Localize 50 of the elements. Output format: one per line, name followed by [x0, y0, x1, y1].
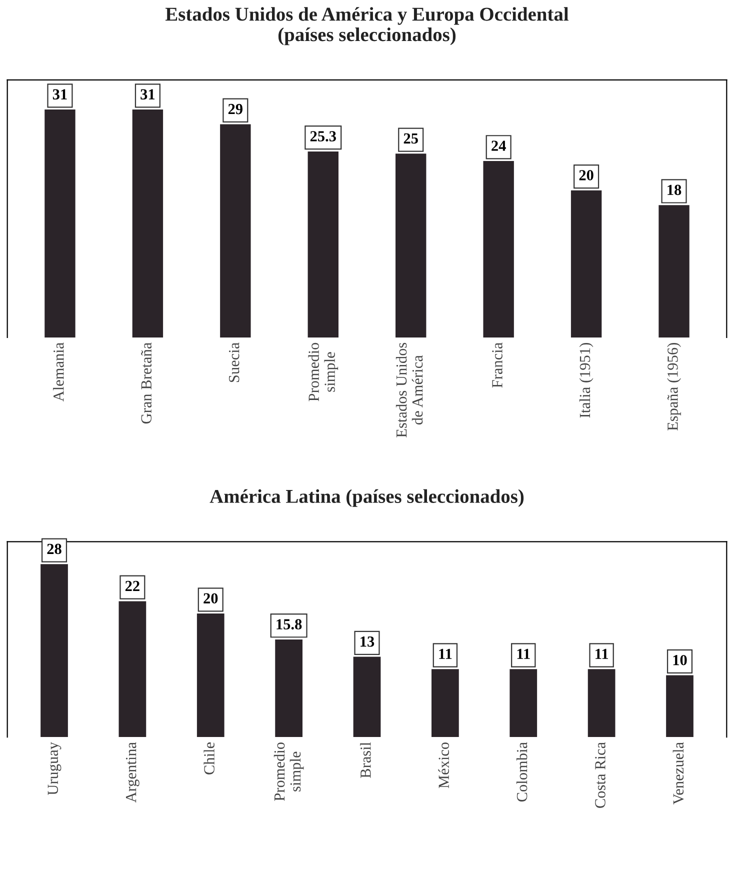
x-tick-label: Uruguay: [48, 742, 62, 796]
x-tick-label: Italia (1951): [579, 342, 594, 418]
bar: [432, 669, 459, 738]
bar: [196, 614, 224, 738]
bar: [483, 161, 514, 338]
x-tick-label: Francia: [492, 342, 502, 388]
bar: [666, 675, 694, 738]
x-tick-label: Venezuela: [672, 742, 684, 804]
data-label: 25: [404, 133, 418, 144]
bar: [220, 124, 251, 338]
x-tick-label: Chile: [204, 742, 214, 774]
data-label: 20: [204, 593, 218, 604]
bar: [588, 669, 616, 738]
data-label: 11: [596, 648, 608, 659]
bar: [658, 205, 690, 338]
bar: [510, 669, 538, 738]
x-tick-label: México: [438, 742, 450, 788]
bar: [353, 656, 381, 738]
data-label: 15.8: [276, 619, 302, 630]
data-label: 20: [579, 170, 594, 180]
bar: [118, 601, 146, 738]
data-label: 25.3: [310, 131, 336, 142]
x-tick-label: Suecia: [228, 342, 240, 382]
x-tick-label: Gran Bretaña: [141, 342, 152, 424]
chart-title: Estados Unidos de América y Europa Occidental (países seleccionados): [165, 7, 569, 46]
x-tick-label: Costa Rica: [595, 742, 606, 808]
data-label: 28: [47, 544, 62, 554]
data-label: 18: [668, 184, 682, 196]
bar: [44, 110, 76, 338]
data-label: 24: [492, 140, 506, 151]
chart-title: América Latina (países seleccionados): [210, 489, 524, 507]
data-label: 11: [439, 648, 452, 659]
bar: [40, 564, 68, 738]
data-label: 29: [228, 104, 243, 114]
x-tick-label: Promedio simple: [274, 742, 304, 801]
x-tick-label: Argentina: [126, 742, 140, 803]
data-label: 31: [52, 89, 67, 100]
x-tick-label: España (1956): [667, 342, 681, 431]
x-tick-label: Brasil: [360, 742, 371, 778]
x-tick-label: Estados Unidos de América: [396, 342, 423, 438]
data-label: 11: [517, 648, 530, 659]
bar: [396, 154, 426, 338]
x-tick-label: Alemania: [53, 342, 64, 402]
data-label: 22: [125, 580, 140, 592]
data-label: 13: [360, 636, 374, 647]
x-tick-label: Promedio simple: [308, 342, 338, 402]
bar: [132, 110, 164, 338]
data-label: 10: [673, 654, 687, 666]
data-label: 31: [140, 89, 155, 100]
x-tick-label: Colombia: [516, 742, 528, 802]
